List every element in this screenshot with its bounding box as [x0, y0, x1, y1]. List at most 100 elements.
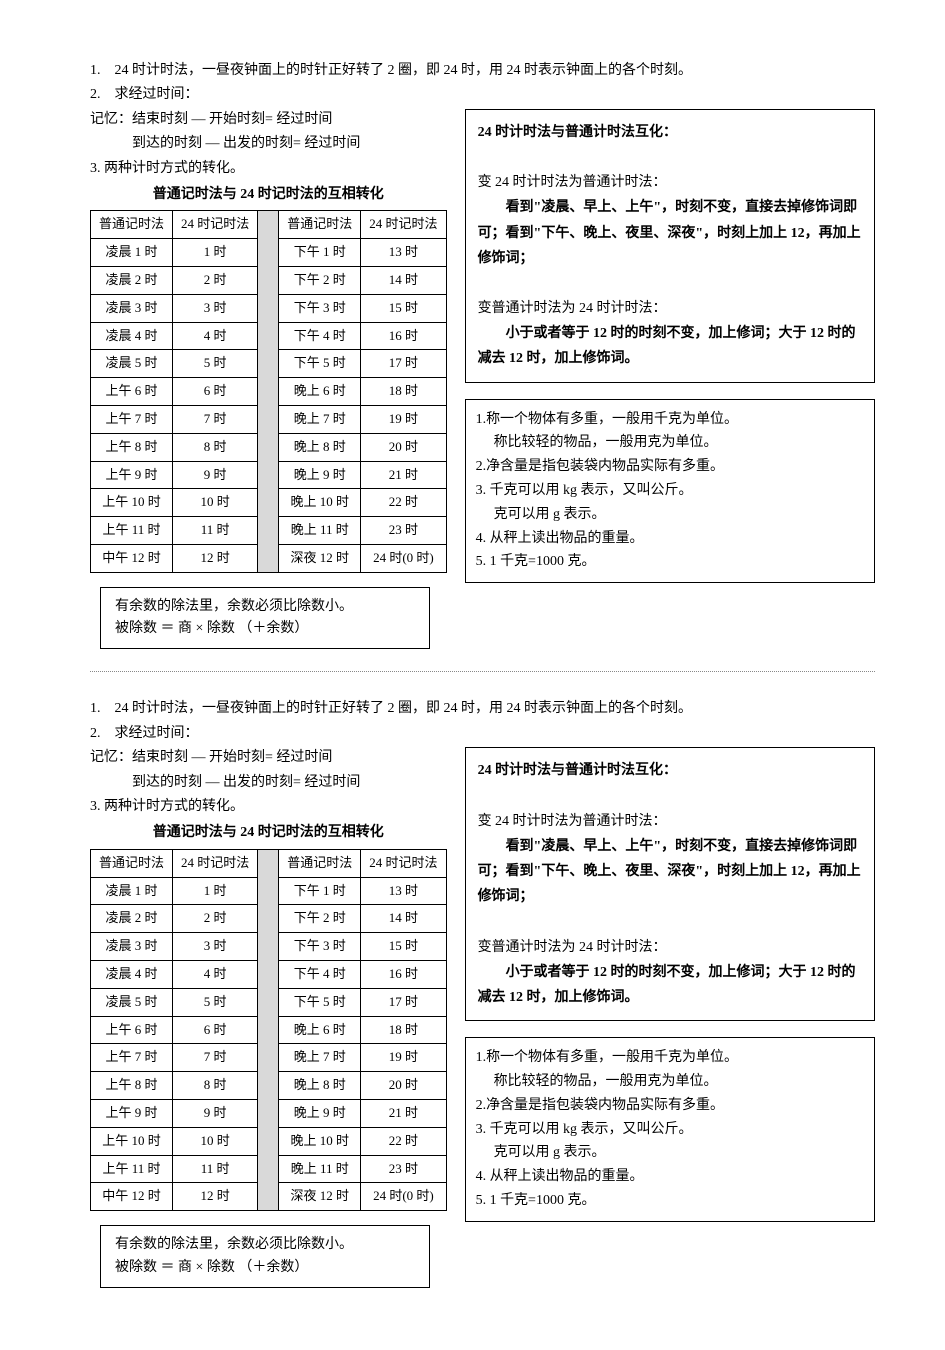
box1-title: 24 时计时法与普通计时法互化：: [478, 758, 862, 783]
table-cell: 晚上 10 时: [279, 489, 361, 517]
table-cell: 11 时: [173, 517, 258, 545]
table-row: 凌晨 3 时3 时: [91, 294, 258, 322]
table-cell: 15 时: [361, 294, 446, 322]
table-cell: 14 时: [361, 905, 446, 933]
table-cell: 凌晨 2 时: [91, 905, 173, 933]
table-cell: 凌晨 1 时: [91, 877, 173, 905]
table-row: 上午 6 时6 时: [91, 1016, 258, 1044]
table-cell: 晚上 11 时: [279, 1155, 361, 1183]
table-cell: 上午 10 时: [91, 489, 173, 517]
table-cell: 晚上 7 时: [279, 405, 361, 433]
th: 24 时记时法: [361, 211, 446, 239]
right-column: 24 时计时法与普通计时法互化： 变 24 时计时法为普通计时法： 看到"凌晨、…: [465, 747, 875, 1221]
box1-p1a: 变 24 时计时法为普通计时法：: [478, 170, 862, 195]
w-l2: 2.净含量是指包装袋内物品实际有多重。: [476, 1094, 864, 1118]
table-cell: 24 时(0 时): [361, 544, 446, 572]
conv-table-right: 普通记时法24 时记时法 下午 1 时13 时下午 2 时14 时下午 3 时1…: [278, 849, 446, 1211]
table-cell: 上午 6 时: [91, 378, 173, 406]
table-cell: 18 时: [361, 378, 446, 406]
table-row: 晚上 10 时22 时: [279, 1127, 446, 1155]
th: 24 时记时法: [173, 211, 258, 239]
table-cell: 1 时: [173, 877, 258, 905]
table-cell: 4 时: [173, 322, 258, 350]
table-row: 上午 6 时6 时: [91, 378, 258, 406]
intro-3: 记忆：结束时刻 — 开始时刻= 经过时间: [90, 109, 447, 131]
table-row: 凌晨 3 时3 时: [91, 933, 258, 961]
table-cell: 12 时: [173, 544, 258, 572]
w-l3: 3. 千克可以用 kg 表示，又叫公斤。: [476, 1118, 864, 1142]
table-row: 晚上 6 时18 时: [279, 378, 446, 406]
table-cell: 晚上 6 时: [279, 378, 361, 406]
table-row: 中午 12 时12 时: [91, 544, 258, 572]
table-cell: 中午 12 时: [91, 1183, 173, 1211]
table-cell: 上午 9 时: [91, 461, 173, 489]
table-row: 晚上 9 时21 时: [279, 1100, 446, 1128]
table-spacer: [258, 849, 278, 1211]
table-cell: 13 时: [361, 239, 446, 267]
table-row: 上午 9 时9 时: [91, 461, 258, 489]
box1-p1b: 看到"凌晨、早上、上午"，时刻不变，直接去掉修饰词即可；看到"下午、晚上、夜里、…: [478, 195, 862, 271]
table-cell: 凌晨 5 时: [91, 988, 173, 1016]
table-cell: 下午 4 时: [279, 961, 361, 989]
table-row: 中午 12 时12 时: [91, 1183, 258, 1211]
table-row: 晚上 8 时20 时: [279, 1072, 446, 1100]
table-cell: 上午 11 时: [91, 1155, 173, 1183]
table-row: 深夜 12 时24 时(0 时): [279, 1183, 446, 1211]
table-cell: 16 时: [361, 322, 446, 350]
table-cell: 深夜 12 时: [279, 1183, 361, 1211]
table-cell: 下午 3 时: [279, 294, 361, 322]
w-l5: 5. 1 千克=1000 克。: [476, 550, 864, 574]
table-cell: 10 时: [173, 489, 258, 517]
right-column: 24 时计时法与普通计时法互化： 变 24 时计时法为普通计时法： 看到"凌晨、…: [465, 109, 875, 583]
division-note-box: 有余数的除法里，余数必须比除数小。 被除数 ＝ 商 × 除数 （＋余数）: [100, 1225, 430, 1288]
w-l1b: 称比较轻的物品，一般用克为单位。: [476, 1070, 864, 1094]
table-cell: 4 时: [173, 961, 258, 989]
w-l4: 4. 从秤上读出物品的重量。: [476, 1165, 864, 1189]
table-cell: 19 时: [361, 405, 446, 433]
table-cell: 18 时: [361, 1016, 446, 1044]
section-1: 1. 24 时计时法，一昼夜钟面上的时针正好转了 2 圈，即 24 时，用 24…: [90, 60, 875, 649]
page-divider: [90, 671, 875, 672]
table-cell: 晚上 8 时: [279, 1072, 361, 1100]
section-2: 1. 24 时计时法，一昼夜钟面上的时针正好转了 2 圈，即 24 时，用 24…: [90, 698, 875, 1287]
table-cell: 上午 11 时: [91, 517, 173, 545]
left-column: 记忆：结束时刻 — 开始时刻= 经过时间 到达的时刻 — 出发的时刻= 经过时间…: [90, 109, 447, 650]
w-l3b: 克可以用 g 表示。: [476, 503, 864, 527]
intro-3: 记忆：结束时刻 — 开始时刻= 经过时间: [90, 747, 447, 769]
table-row: 下午 5 时17 时: [279, 350, 446, 378]
table-cell: 10 时: [173, 1127, 258, 1155]
box1-p2b: 小于或者等于 12 时的时刻不变，加上修词；大于 12 时的减去 12 时，加上…: [478, 960, 862, 1010]
table-cell: 晚上 11 时: [279, 517, 361, 545]
table-cell: 上午 7 时: [91, 1044, 173, 1072]
table-cell: 晚上 10 时: [279, 1127, 361, 1155]
tables-row: 普通记时法24 时记时法 凌晨 1 时1 时凌晨 2 时2 时凌晨 3 时3 时…: [90, 210, 447, 572]
table-cell: 9 时: [173, 1100, 258, 1128]
th: 24 时记时法: [173, 849, 258, 877]
table-cell: 2 时: [173, 266, 258, 294]
table-cell: 上午 7 时: [91, 405, 173, 433]
table-title: 普通记时法与 24 时记时法的互相转化: [90, 822, 447, 844]
table-cell: 下午 5 时: [279, 988, 361, 1016]
th: 普通记时法: [279, 211, 361, 239]
table-cell: 凌晨 4 时: [91, 322, 173, 350]
table-cell: 6 时: [173, 378, 258, 406]
table-row: 下午 2 时14 时: [279, 905, 446, 933]
table-cell: 晚上 8 时: [279, 433, 361, 461]
table-row: 晚上 6 时18 时: [279, 1016, 446, 1044]
table-cell: 凌晨 3 时: [91, 933, 173, 961]
table-title: 普通记时法与 24 时记时法的互相转化: [90, 184, 447, 206]
table-cell: 22 时: [361, 1127, 446, 1155]
table-cell: 下午 2 时: [279, 905, 361, 933]
w-l1b: 称比较轻的物品，一般用克为单位。: [476, 431, 864, 455]
table-cell: 21 时: [361, 1100, 446, 1128]
table-cell: 上午 6 时: [91, 1016, 173, 1044]
box1-p2b: 小于或者等于 12 时的时刻不变，加上修词；大于 12 时的减去 12 时，加上…: [478, 321, 862, 371]
table-cell: 17 时: [361, 988, 446, 1016]
table-cell: 8 时: [173, 433, 258, 461]
table-cell: 3 时: [173, 933, 258, 961]
table-cell: 21 时: [361, 461, 446, 489]
table-row: 上午 7 时7 时: [91, 405, 258, 433]
conv-table-right: 普通记时法24 时记时法 下午 1 时13 时下午 2 时14 时下午 3 时1…: [278, 210, 446, 572]
table-cell: 20 时: [361, 1072, 446, 1100]
table-cell: 深夜 12 时: [279, 544, 361, 572]
